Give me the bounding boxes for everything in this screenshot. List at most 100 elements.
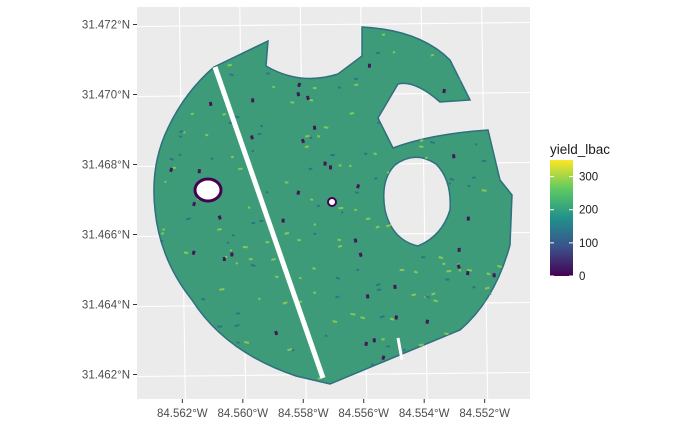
yield-speck (337, 238, 342, 242)
yield-speck (190, 112, 194, 116)
yield-speck (169, 167, 174, 173)
yield-speck (431, 292, 436, 296)
yield-speck (381, 33, 385, 36)
yield-speck (309, 200, 315, 203)
yield-speck (184, 179, 190, 182)
yield-speck (229, 249, 233, 252)
yield-speck (425, 156, 428, 159)
yield-speck (444, 332, 449, 336)
yield-speck (353, 301, 358, 304)
yield-speck (225, 255, 228, 259)
yield-speck (367, 63, 372, 68)
yield-speck (251, 149, 255, 153)
yield-speck (303, 160, 308, 163)
x-tick-label: 84.556°W (338, 408, 389, 420)
yield-speck (231, 234, 235, 237)
yield-speck (304, 145, 309, 149)
yield-speck (425, 319, 430, 324)
yield-speck (379, 73, 384, 76)
yield-speck (348, 164, 352, 168)
yield-speck (335, 254, 340, 258)
yield-speck (482, 283, 488, 287)
yield-speck (235, 262, 239, 265)
yield-speck (457, 79, 461, 82)
yield-speck (205, 133, 209, 137)
yield-speck (418, 343, 424, 347)
yield-speck (262, 292, 267, 295)
yield-speck (296, 91, 301, 97)
yield-speck (488, 292, 492, 296)
yield-speck (467, 268, 473, 272)
x-tick-label: 84.558°W (278, 408, 329, 420)
yield-speck (300, 138, 306, 144)
yield-speck (463, 94, 467, 98)
yield-speck (324, 334, 328, 338)
yield-speck (282, 301, 288, 305)
yield-speck (242, 245, 248, 249)
yield-speck (297, 82, 302, 88)
yield-speck (354, 77, 358, 81)
yield-speck (481, 269, 485, 273)
yield-speck (438, 262, 442, 265)
yield-speck (456, 221, 462, 225)
yield-speck (236, 341, 240, 344)
low-yield-hole-center (327, 197, 337, 207)
yield-speck (369, 284, 372, 287)
yield-speck (376, 288, 382, 291)
yield-speck (335, 276, 341, 280)
yield-speck (376, 121, 380, 124)
yield-speck (386, 171, 390, 174)
yield-speck (379, 315, 385, 319)
yield-speck (363, 152, 368, 156)
yield-speck (354, 208, 358, 212)
legend: yield_lbac 0 100 200 300 (550, 142, 610, 283)
yield-speck (185, 217, 191, 221)
yield-speck (347, 280, 351, 283)
yield-speck (356, 268, 360, 272)
yield-speck (236, 312, 240, 315)
yield-speck (230, 252, 234, 257)
yield-speck (313, 232, 317, 236)
yield-speck (425, 295, 431, 299)
yield-speck (305, 95, 310, 101)
yield-speck (282, 335, 287, 340)
yield-speck (271, 257, 276, 261)
yield-speck (298, 276, 302, 280)
yield-speck (448, 182, 452, 185)
yield-speck (178, 153, 182, 156)
yield-speck (265, 254, 271, 257)
yield-speck (323, 126, 329, 129)
yield-speck (290, 101, 295, 104)
yield-speck (258, 297, 261, 300)
yield-speck (235, 115, 240, 119)
yield-speck (392, 289, 397, 293)
yield-speck (374, 177, 378, 180)
yield-speck (330, 154, 335, 157)
yield-speck (380, 286, 386, 291)
yield-speck (191, 246, 195, 249)
yield-speck (497, 264, 503, 269)
yield-speck (376, 51, 380, 54)
yield-speck (219, 287, 225, 291)
yield-speck (308, 167, 313, 171)
yield-speck (172, 166, 176, 169)
yield-speck (312, 267, 316, 270)
yield-speck (385, 223, 392, 228)
yield-speck (217, 215, 222, 220)
yield-speck (442, 88, 446, 94)
yield-speck (248, 257, 253, 261)
yield-speck (179, 130, 184, 134)
yield-speck (381, 355, 386, 361)
yield-speck (228, 121, 233, 125)
yield-speck (303, 102, 306, 105)
yield-speck (439, 278, 444, 282)
yield-speck (265, 241, 270, 244)
yield-speck (164, 180, 167, 183)
yield-speck (197, 169, 202, 174)
y-tick-label: 31.468°N (82, 160, 130, 172)
yield-speck (274, 330, 279, 336)
yield-speck (475, 143, 478, 146)
yield-speck (365, 294, 370, 299)
yield-speck (389, 317, 395, 321)
yield-speck (375, 225, 380, 229)
